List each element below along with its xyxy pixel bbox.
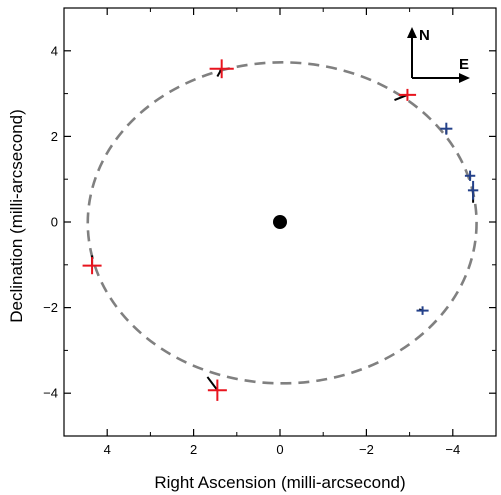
east-arrowhead-icon [459, 73, 470, 83]
compass-north-label: N [419, 27, 430, 44]
compass-east-label: E [459, 56, 469, 73]
x-tick-label: −2 [359, 442, 374, 457]
y-tick-label: 2 [51, 129, 58, 144]
north-arrowhead-icon [407, 27, 417, 38]
axes: −4 −2 0 2 4 −4 −2 0 2 4 [43, 7, 497, 457]
orbit-ellipse [86, 61, 478, 385]
x-tick-label: −4 [445, 442, 460, 457]
x-tick-label: 0 [276, 442, 283, 457]
y-axis-title: Declination (milli-arcsecond) [7, 109, 26, 323]
x-tick-label: 2 [190, 442, 197, 457]
plot-area [82, 59, 479, 401]
x-axis-title: Right Ascension (milli-arcsecond) [154, 473, 405, 492]
y-tick-label: 0 [51, 215, 58, 230]
primary-star [273, 215, 287, 229]
y-tick-label: −4 [43, 386, 58, 401]
residual-line [206, 376, 219, 391]
x-tick-label: 4 [104, 442, 111, 457]
compass-rose: N E [407, 27, 470, 83]
y-tick-label: −2 [43, 300, 58, 315]
y-tick-label: 4 [51, 43, 58, 58]
